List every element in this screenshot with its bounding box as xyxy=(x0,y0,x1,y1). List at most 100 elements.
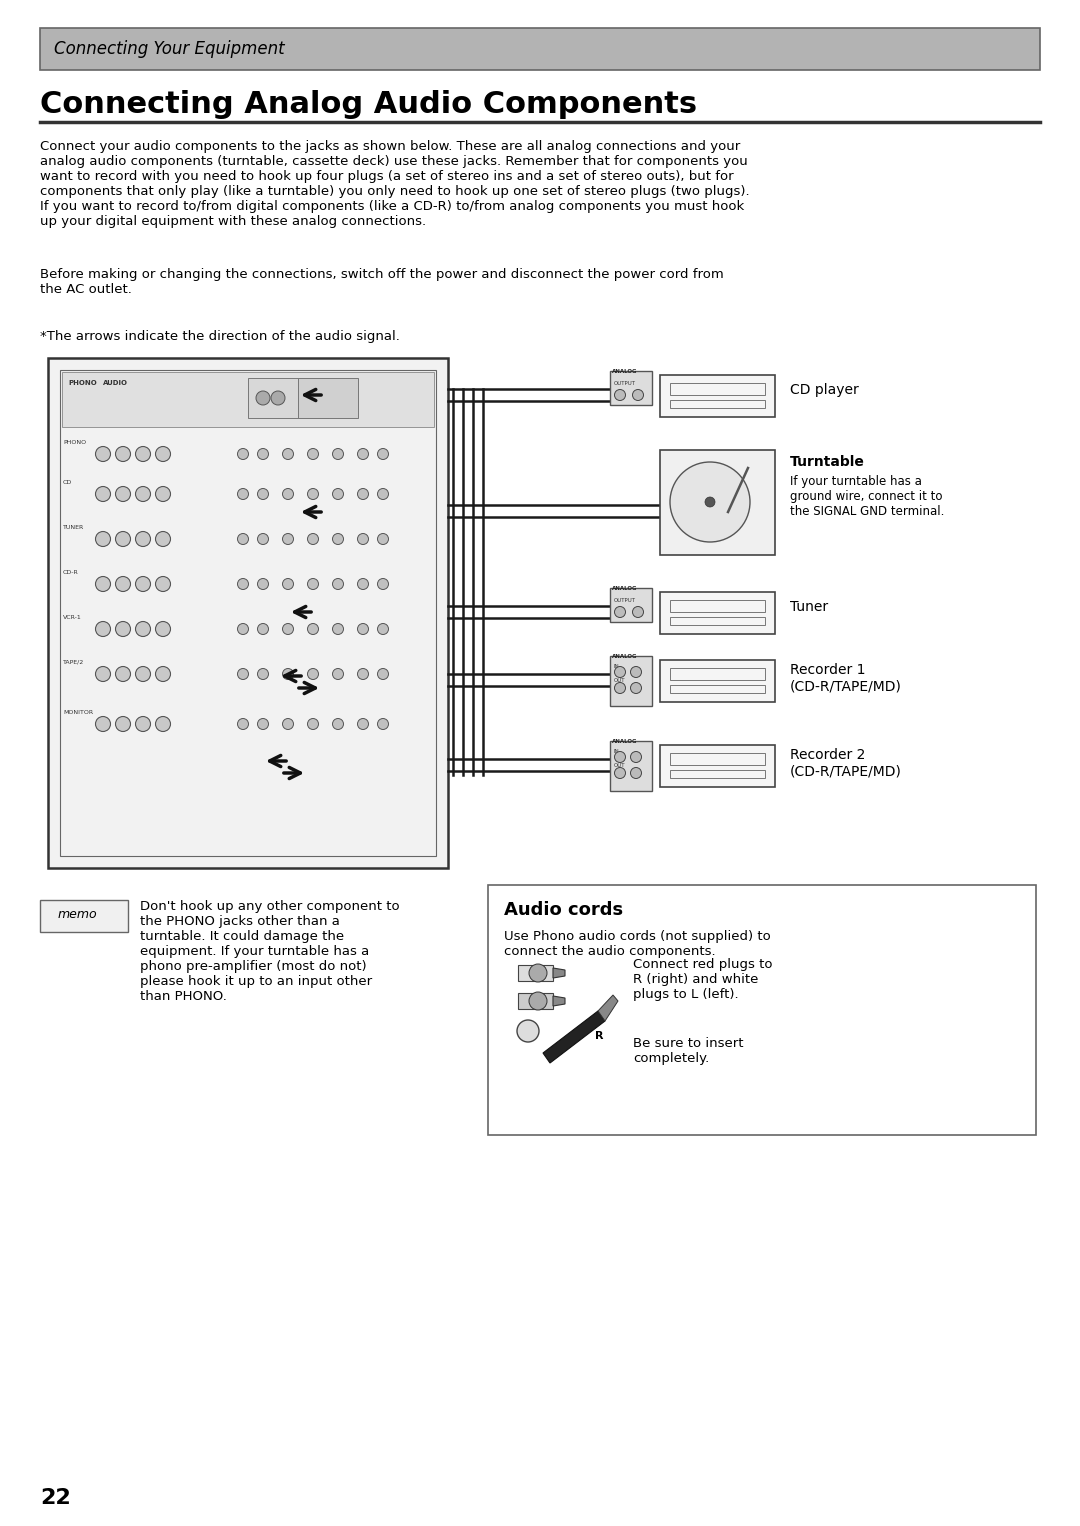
Bar xyxy=(670,752,765,765)
Text: Tuner: Tuner xyxy=(789,600,828,613)
Circle shape xyxy=(615,751,625,763)
Text: MONITOR: MONITOR xyxy=(63,710,93,716)
Text: ANALOG: ANALOG xyxy=(612,655,637,659)
Circle shape xyxy=(378,534,389,545)
Circle shape xyxy=(135,621,150,636)
Circle shape xyxy=(256,391,270,404)
Circle shape xyxy=(283,534,294,545)
Circle shape xyxy=(517,1019,539,1042)
Circle shape xyxy=(257,719,269,729)
Circle shape xyxy=(156,577,171,592)
Circle shape xyxy=(529,964,546,983)
Bar xyxy=(660,375,775,417)
Circle shape xyxy=(156,667,171,682)
Circle shape xyxy=(135,667,150,682)
Circle shape xyxy=(308,624,319,635)
Circle shape xyxy=(357,449,368,459)
Circle shape xyxy=(631,751,642,763)
Circle shape xyxy=(95,577,110,592)
Text: Don't hook up any other component to
the PHONO jacks other than a
turntable. It : Don't hook up any other component to the… xyxy=(140,900,400,1003)
Circle shape xyxy=(257,534,269,545)
Circle shape xyxy=(238,624,248,635)
Circle shape xyxy=(333,488,343,499)
Polygon shape xyxy=(598,995,618,1021)
Polygon shape xyxy=(518,964,553,981)
Bar xyxy=(60,369,436,856)
Bar xyxy=(40,27,1040,70)
Circle shape xyxy=(333,534,343,545)
Text: AUDIO: AUDIO xyxy=(103,380,129,386)
Circle shape xyxy=(238,488,248,499)
Text: ANALOG: ANALOG xyxy=(612,586,637,591)
Circle shape xyxy=(283,449,294,459)
Circle shape xyxy=(308,719,319,729)
Bar xyxy=(660,745,775,787)
Circle shape xyxy=(357,534,368,545)
Circle shape xyxy=(156,717,171,731)
Bar xyxy=(670,383,765,395)
Bar xyxy=(610,742,652,790)
Text: R: R xyxy=(595,1032,604,1041)
Circle shape xyxy=(283,578,294,589)
Text: CD-R: CD-R xyxy=(63,571,79,575)
Circle shape xyxy=(308,488,319,499)
Circle shape xyxy=(257,578,269,589)
Circle shape xyxy=(631,667,642,678)
Circle shape xyxy=(357,668,368,679)
Circle shape xyxy=(271,391,285,404)
Circle shape xyxy=(95,621,110,636)
Circle shape xyxy=(357,624,368,635)
Circle shape xyxy=(333,719,343,729)
Circle shape xyxy=(615,606,625,618)
Text: If your turntable has a
ground wire, connect it to
the SIGNAL GND terminal.: If your turntable has a ground wire, con… xyxy=(789,475,944,517)
Circle shape xyxy=(116,621,131,636)
Circle shape xyxy=(238,534,248,545)
Circle shape xyxy=(333,578,343,589)
Bar xyxy=(660,450,775,555)
Text: VCR-1: VCR-1 xyxy=(63,615,82,620)
Circle shape xyxy=(633,606,644,618)
Circle shape xyxy=(378,488,389,499)
Circle shape xyxy=(333,668,343,679)
Text: *The arrows indicate the direction of the audio signal.: *The arrows indicate the direction of th… xyxy=(40,330,400,343)
Polygon shape xyxy=(518,993,553,1009)
Text: Connect red plugs to
R (right) and white
plugs to L (left).: Connect red plugs to R (right) and white… xyxy=(633,958,772,1001)
Bar xyxy=(488,885,1036,1135)
Text: OUTPUT: OUTPUT xyxy=(615,382,636,386)
Circle shape xyxy=(156,447,171,461)
Bar xyxy=(670,668,765,681)
Circle shape xyxy=(95,667,110,682)
Bar xyxy=(62,372,434,427)
Circle shape xyxy=(378,624,389,635)
Circle shape xyxy=(308,668,319,679)
Circle shape xyxy=(378,578,389,589)
Text: PHONO: PHONO xyxy=(68,380,97,386)
Circle shape xyxy=(615,667,625,678)
Circle shape xyxy=(257,449,269,459)
Circle shape xyxy=(308,449,319,459)
Circle shape xyxy=(615,682,625,693)
Text: memo: memo xyxy=(58,908,97,922)
Text: OUT: OUT xyxy=(615,678,625,684)
Circle shape xyxy=(116,447,131,461)
Circle shape xyxy=(95,531,110,546)
Text: Before making or changing the connections, switch off the power and disconnect t: Before making or changing the connection… xyxy=(40,269,724,296)
Text: IN: IN xyxy=(615,749,620,754)
Text: TAPE/2: TAPE/2 xyxy=(63,661,84,665)
Polygon shape xyxy=(553,996,565,1006)
Circle shape xyxy=(116,577,131,592)
Text: Be sure to insert
completely.: Be sure to insert completely. xyxy=(633,1038,743,1065)
Circle shape xyxy=(116,717,131,731)
Circle shape xyxy=(333,624,343,635)
Circle shape xyxy=(95,717,110,731)
Circle shape xyxy=(238,668,248,679)
Text: ANALOG: ANALOG xyxy=(612,739,637,745)
Bar xyxy=(48,359,448,868)
Circle shape xyxy=(378,719,389,729)
Polygon shape xyxy=(543,1012,605,1064)
Bar xyxy=(670,617,765,626)
Circle shape xyxy=(615,768,625,778)
Bar xyxy=(248,378,328,418)
Circle shape xyxy=(135,531,150,546)
Circle shape xyxy=(378,449,389,459)
